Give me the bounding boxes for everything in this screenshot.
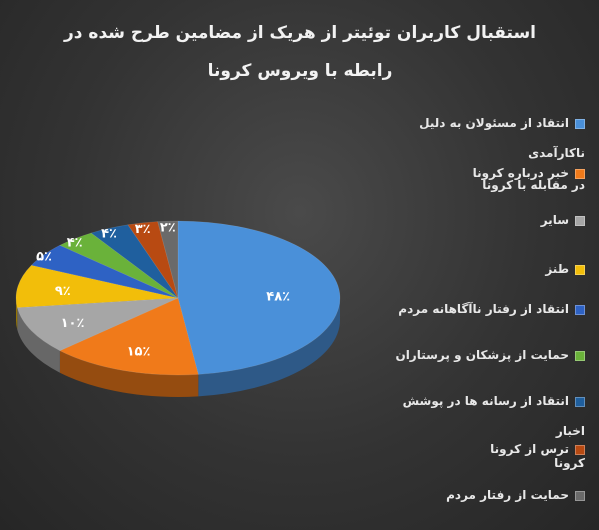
pie-side-2 <box>59 350 199 397</box>
chart-title-line-2: رابطه با ویروس کرونا <box>207 61 393 81</box>
legend-swatch-3 <box>575 215 585 226</box>
legend-label-2: خبر درباره کرونا <box>472 166 569 180</box>
data-label-1: ۴۸٪ <box>266 290 290 305</box>
legend-item-7: انتقاد از رسانه ها در پوشش اخبار کرونا <box>380 386 585 478</box>
legend-swatch-5 <box>575 304 585 315</box>
legend-item-1: انتقاد از مسئولان به دلیل ناکارآمدی در مق… <box>380 108 585 200</box>
legend-label-1-line-2: در مقابله با کرونا <box>482 178 585 192</box>
pie-sides <box>16 298 340 397</box>
legend-item-5: انتقاد از رفتار ناآگاهانه مردم <box>380 294 585 324</box>
legend-label-3: سایر <box>540 213 569 227</box>
pie-slice-7 <box>90 224 179 299</box>
pie-slice-8 <box>127 221 179 299</box>
pie-slice-9 <box>157 220 179 299</box>
legend-swatch-4 <box>575 264 585 275</box>
legend-swatch-9 <box>575 490 585 501</box>
legend-item-2: خبر درباره کرونا <box>380 158 585 188</box>
legend-label-9: حمایت از رفتار مردم <box>446 488 569 502</box>
legend-label-4: طنز <box>545 262 569 276</box>
data-label-6: ۴٪ <box>67 236 83 251</box>
legend-item-6: حمایت از پزشکان و پرستاران <box>380 340 585 370</box>
pie-side-1 <box>198 298 340 397</box>
data-label-7: ۴٪ <box>101 227 117 242</box>
legend-swatch-1 <box>575 118 585 129</box>
legend-label-7: انتقاد از رسانه ها در پوشش اخبار <box>402 394 585 438</box>
pie-data-labels: ۴۸٪ ۱۵٪ ۱۰٪ ۹٪ ۵٪ ۴٪ ۴٪ ۳٪ ۲٪ <box>36 220 290 359</box>
pie-slice-2 <box>59 297 199 376</box>
pie-slices <box>15 220 341 376</box>
legend-swatch-2 <box>575 168 585 179</box>
pie-slice-4 <box>15 264 179 308</box>
data-label-5: ۵٪ <box>36 249 52 264</box>
pie-side-4 <box>16 298 18 330</box>
chart-title-line-1: استقبال کاربران توئیتر از هریک از مضامین… <box>63 23 536 43</box>
pie-slice-1 <box>177 220 341 375</box>
pie-side-3 <box>17 307 60 373</box>
data-label-9: ۲٪ <box>160 220 176 235</box>
legend-item-8: ترس از کرونا <box>380 434 585 464</box>
legend-label-5: انتقاد از رفتار ناآگاهانه مردم <box>398 302 569 316</box>
pie-slice-6 <box>59 232 179 299</box>
legend-item-4: طنز <box>380 254 585 284</box>
data-label-2: ۱۵٪ <box>127 345 151 360</box>
legend-item-3: سایر <box>380 205 585 235</box>
legend-label-1: انتقاد از مسئولان به دلیل ناکارآمدی <box>419 116 585 160</box>
legend-label-7-line-2: کرونا <box>554 456 585 470</box>
legend-swatch-6 <box>575 350 585 361</box>
chart-title: استقبال کاربران توئیتر از هریک از مضامین… <box>40 14 560 90</box>
data-label-8: ۳٪ <box>135 222 151 237</box>
pie-slice-5 <box>30 244 179 299</box>
legend-item-9: حمایت از رفتار مردم <box>380 480 585 510</box>
data-label-4: ۹٪ <box>55 284 71 299</box>
pie-slice-3 <box>16 297 179 352</box>
legend-label-6: حمایت از پزشکان و پرستاران <box>395 348 569 362</box>
legend-swatch-7 <box>575 396 585 407</box>
legend-label-8: ترس از کرونا <box>490 442 569 456</box>
legend-swatch-8 <box>575 444 585 455</box>
data-label-3: ۱۰٪ <box>61 316 85 331</box>
